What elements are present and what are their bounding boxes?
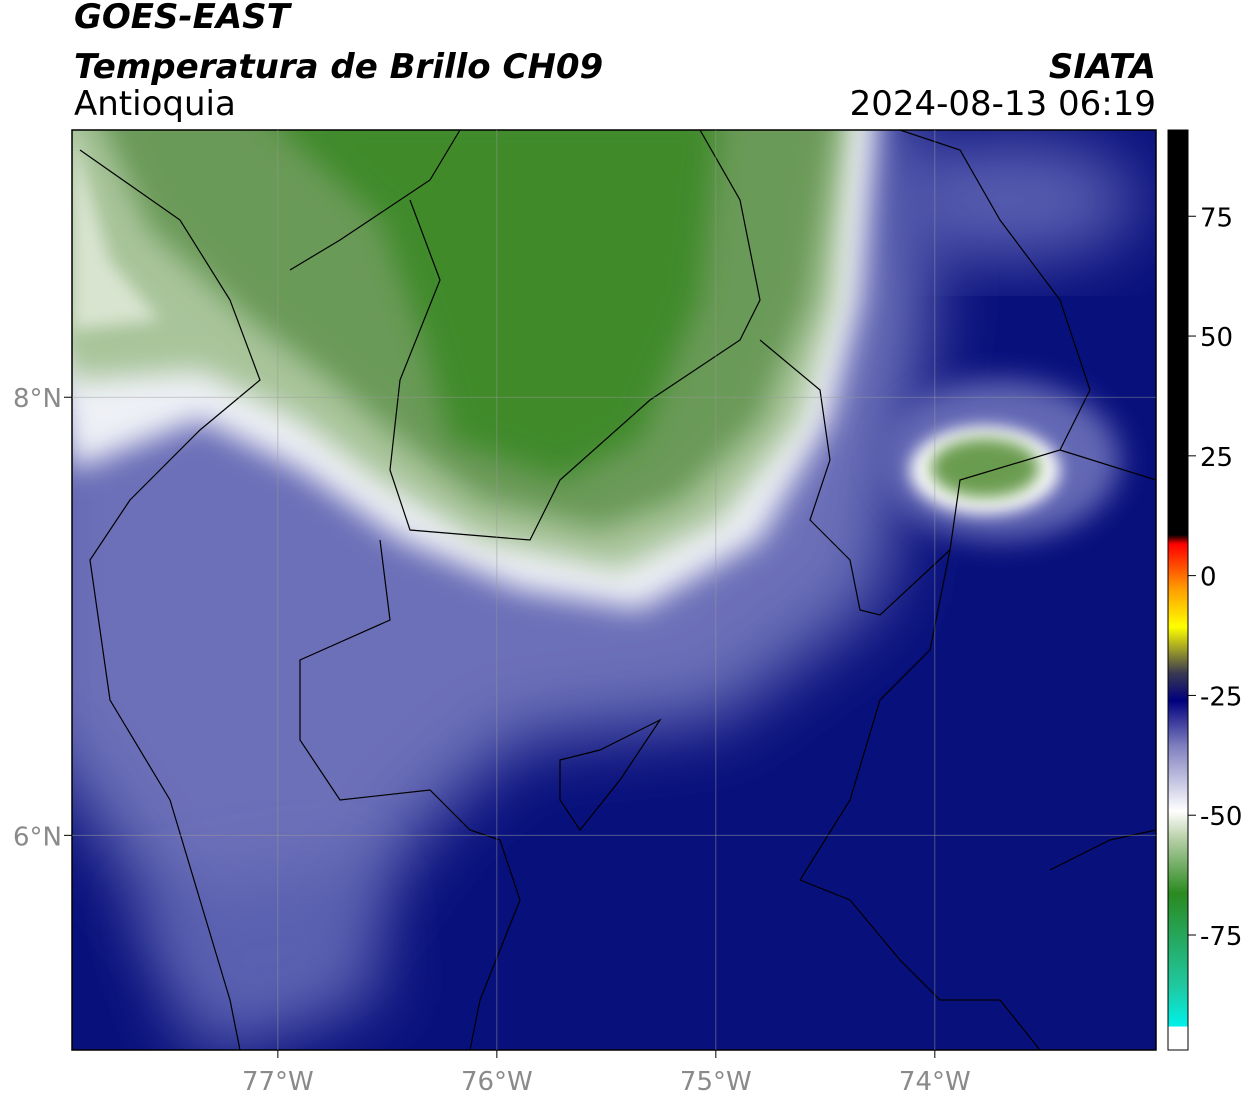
- colorbar: [1167, 129, 1189, 1051]
- colorbar-tick-label: 50: [1200, 323, 1233, 353]
- y-tick-label: 8°N: [13, 384, 62, 414]
- subtitle: Temperatura de Brillo CH09: [74, 47, 603, 87]
- x-tick-label: 76°W: [461, 1067, 533, 1097]
- colorbar-tick-label: -75: [1200, 922, 1242, 952]
- x-tick-label: 74°W: [899, 1067, 971, 1097]
- title: GOES-EAST: [74, 0, 293, 37]
- map-frame: [71, 129, 1157, 1051]
- source: SIATA: [1049, 47, 1156, 87]
- datetime: 2024-08-13 06:19: [850, 84, 1156, 124]
- region: Antioquia: [74, 84, 236, 124]
- colorbar-tick-label: -25: [1200, 682, 1242, 712]
- x-tick-label: 77°W: [242, 1067, 314, 1097]
- colorbar-tick-label: 0: [1200, 563, 1217, 593]
- x-tick-label: 75°W: [680, 1067, 752, 1097]
- y-tick-label: 6°N: [13, 822, 62, 852]
- colorbar-tick-label: 75: [1200, 203, 1233, 233]
- colorbar-tick-label: 25: [1200, 443, 1233, 473]
- colorbar-tick-label: -50: [1200, 802, 1242, 832]
- satellite-image: [72, 130, 1156, 1050]
